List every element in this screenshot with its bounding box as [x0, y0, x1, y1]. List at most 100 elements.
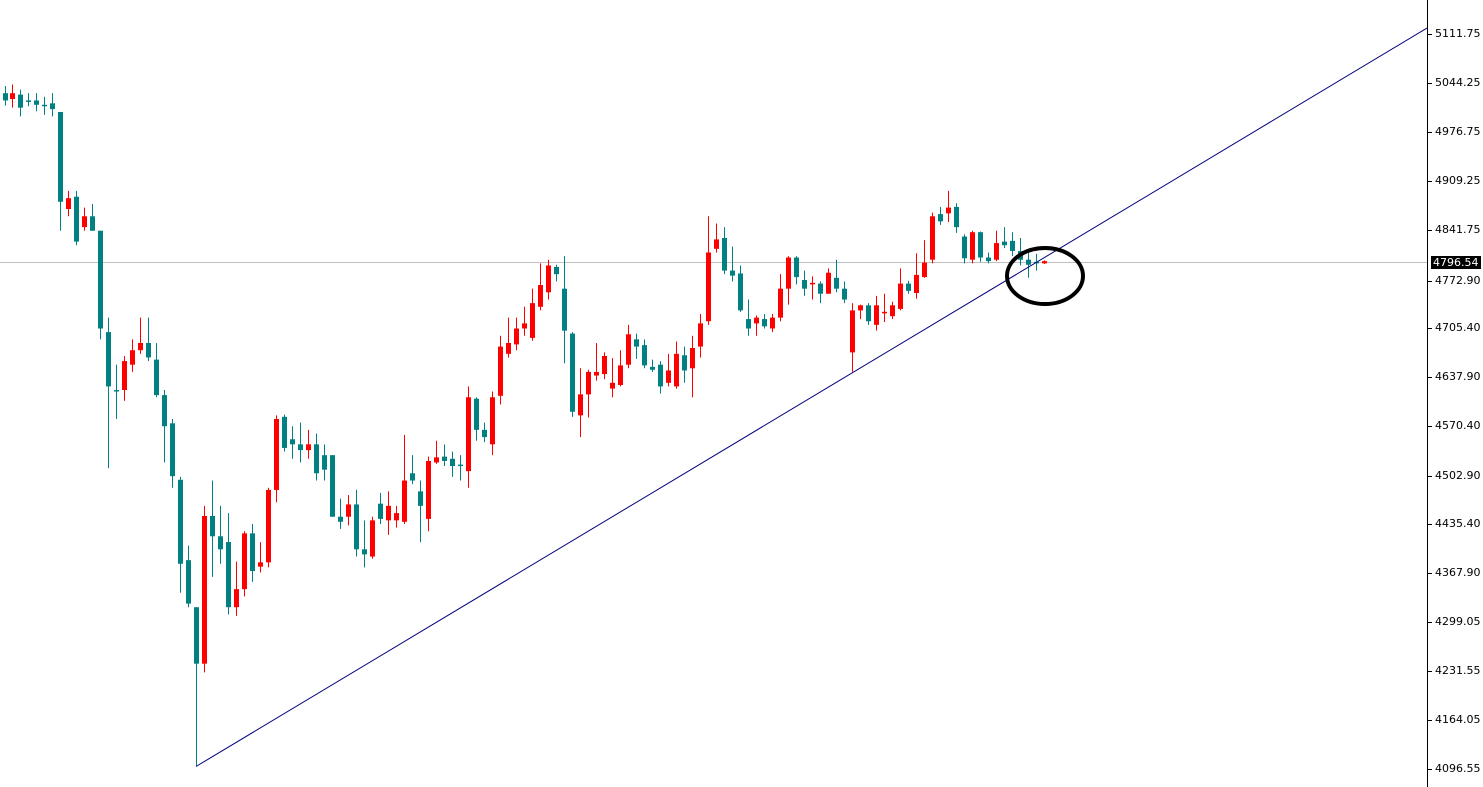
tick-mark [1428, 181, 1432, 182]
annotation-circle [1005, 246, 1085, 306]
candle-body-down [330, 455, 335, 517]
candle-body-up [786, 257, 791, 289]
tick-label: 4909.25 [1435, 174, 1481, 187]
candle-body-up [346, 504, 351, 517]
candle-body-down [250, 533, 255, 572]
candlestick-chart [0, 27, 1427, 767]
candle-body-down [282, 416, 287, 448]
candle-body-up [882, 311, 887, 314]
candle-body-up [546, 265, 551, 293]
tick-label: 4367.90 [1435, 566, 1481, 579]
tick-mark [1428, 34, 1432, 35]
candle-body-down [338, 516, 343, 522]
chart-plot-area[interactable] [0, 0, 1427, 787]
candle-body-up [874, 305, 879, 325]
candle-body-down [986, 257, 991, 262]
candle-body-up [402, 480, 407, 522]
candle-body-down [866, 305, 871, 322]
candle-body-down [58, 112, 63, 202]
candle-body-down [570, 333, 575, 412]
candle-body-up [626, 334, 631, 365]
candle-body-up [666, 370, 671, 383]
candle-body-up [538, 285, 543, 307]
candle-body-down [1026, 259, 1031, 265]
candle-body-down [194, 607, 199, 664]
candle-body-up [130, 350, 135, 365]
tick-mark [1428, 377, 1432, 378]
candle-body-down [18, 94, 23, 108]
candle-body-down [482, 429, 487, 438]
candle-body-down [210, 515, 215, 537]
candle-body-up [858, 305, 863, 311]
candle-body-down [378, 503, 383, 519]
candle-body-up [242, 533, 247, 590]
candle-body-up [770, 317, 775, 329]
candle-body-up [274, 418, 279, 490]
candle-body-up [498, 346, 503, 396]
tick-label: 4435.40 [1435, 517, 1481, 530]
candle-body-down [162, 395, 167, 427]
candle-body-down [154, 359, 159, 396]
candle-body-down [98, 230, 103, 329]
tick-label: 4299.05 [1435, 615, 1481, 628]
candle-body-up [674, 353, 679, 387]
candle-body-down [314, 444, 319, 474]
candle-body-up [426, 460, 431, 519]
candle-body-down [906, 283, 911, 291]
candle-body-up [234, 589, 239, 608]
candle-body-up [594, 371, 599, 376]
candle-body-up [386, 505, 391, 521]
candle-body-up [490, 397, 495, 445]
candle-body-down [34, 100, 39, 105]
tick-mark [1428, 769, 1432, 770]
tick-mark [1428, 573, 1432, 574]
candle-body-down [26, 100, 31, 102]
candle-body-up [82, 216, 87, 228]
tick-label: 4231.55 [1435, 664, 1481, 677]
candle-body-down [962, 236, 967, 259]
candle-body-up [10, 93, 15, 99]
candle-body-up [810, 282, 815, 285]
candle-body-up [602, 355, 607, 375]
candle-body-up [930, 216, 935, 260]
tick-label: 5111.75 [1435, 27, 1481, 40]
candle-body-up [394, 513, 399, 521]
candle-body-down [290, 439, 295, 445]
candle-body-down [442, 456, 447, 461]
candle-body-down [42, 104, 47, 107]
tick-label: 4772.90 [1435, 274, 1481, 287]
price-axis[interactable]: 5111.75 5044.25 4976.75 4909.25 4841.75 4772.… [1427, 0, 1483, 787]
candle-body-down [450, 458, 455, 467]
tick-mark [1428, 720, 1432, 721]
candle-body-down [746, 319, 751, 329]
candle-body-up [266, 489, 271, 563]
candle-body-down [634, 339, 639, 347]
tick-mark [1428, 524, 1432, 525]
candle-body-down [818, 283, 823, 294]
candle-body-down [642, 345, 647, 366]
candle-body-down [354, 504, 359, 550]
tick-label: 4976.75 [1435, 125, 1481, 138]
candle-body-up [66, 198, 71, 210]
tick-mark [1428, 622, 1432, 623]
candle-body-up [754, 317, 759, 324]
candle-body-down [730, 270, 735, 276]
candle-body-up [922, 262, 927, 278]
candle-body-down [978, 232, 983, 258]
candle-body-down [658, 364, 663, 387]
candle-body-up [138, 342, 143, 351]
candle-body-down [458, 464, 463, 467]
candle-body-up [306, 444, 311, 451]
candle-body-down [738, 273, 743, 311]
tick-mark [1428, 671, 1432, 672]
candle-body-down [954, 206, 959, 228]
ascending-trendline [195, 27, 1427, 767]
candle-body-up [914, 274, 919, 294]
candle-body-down [842, 288, 847, 300]
candle-body-up [778, 288, 783, 318]
candle-body-up [506, 342, 511, 354]
candle-body-up [514, 328, 519, 345]
candle-body-down [938, 214, 943, 222]
candle-body-down [834, 277, 839, 289]
candle-body-down [802, 279, 807, 289]
